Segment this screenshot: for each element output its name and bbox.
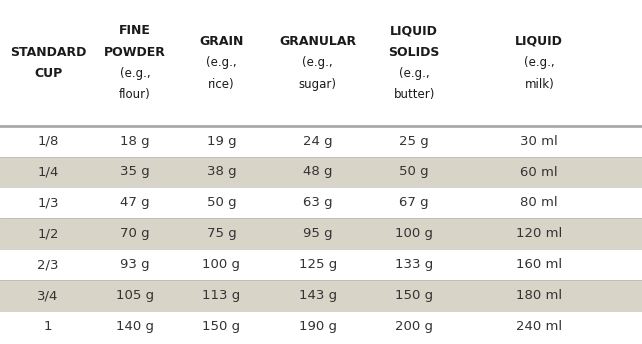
Text: rice): rice) xyxy=(208,78,235,90)
Bar xyxy=(0,280,642,311)
Text: 133 g: 133 g xyxy=(395,258,433,271)
Text: 1: 1 xyxy=(44,320,53,333)
Text: GRAIN: GRAIN xyxy=(199,35,244,48)
Text: 47 g: 47 g xyxy=(120,196,150,209)
Bar xyxy=(0,187,642,218)
Text: 240 ml: 240 ml xyxy=(516,320,562,333)
Text: 80 ml: 80 ml xyxy=(521,196,558,209)
Text: LIQUID: LIQUID xyxy=(390,24,438,37)
Text: 50 g: 50 g xyxy=(399,165,429,179)
Text: 1/3: 1/3 xyxy=(37,196,59,209)
Text: CUP: CUP xyxy=(34,67,62,80)
Text: 1/4: 1/4 xyxy=(37,165,59,179)
Bar xyxy=(0,157,642,187)
Bar xyxy=(0,249,642,280)
Text: flour): flour) xyxy=(119,88,151,101)
Text: 63 g: 63 g xyxy=(303,196,333,209)
Text: 70 g: 70 g xyxy=(120,227,150,240)
Text: 150 g: 150 g xyxy=(395,289,433,302)
Text: (e.g.,: (e.g., xyxy=(206,56,237,69)
Text: 35 g: 35 g xyxy=(120,165,150,179)
Text: 24 g: 24 g xyxy=(303,135,333,148)
Text: 1/8: 1/8 xyxy=(37,135,59,148)
Text: 75 g: 75 g xyxy=(207,227,236,240)
Text: GRANULAR: GRANULAR xyxy=(279,35,356,48)
Text: 50 g: 50 g xyxy=(207,196,236,209)
Text: (e.g.,: (e.g., xyxy=(399,67,429,80)
Text: 25 g: 25 g xyxy=(399,135,429,148)
Text: 93 g: 93 g xyxy=(120,258,150,271)
Text: 18 g: 18 g xyxy=(120,135,150,148)
Text: 143 g: 143 g xyxy=(299,289,337,302)
Text: sugar): sugar) xyxy=(299,78,337,90)
Text: 100 g: 100 g xyxy=(395,227,433,240)
Text: 30 ml: 30 ml xyxy=(521,135,558,148)
Text: 100 g: 100 g xyxy=(202,258,241,271)
Text: 180 ml: 180 ml xyxy=(516,289,562,302)
Text: 113 g: 113 g xyxy=(202,289,241,302)
Text: FINE: FINE xyxy=(119,24,151,37)
Text: 160 ml: 160 ml xyxy=(516,258,562,271)
Text: butter): butter) xyxy=(394,88,435,101)
Text: 3/4: 3/4 xyxy=(37,289,59,302)
Text: 67 g: 67 g xyxy=(399,196,429,209)
Text: (e.g.,: (e.g., xyxy=(302,56,333,69)
Text: (e.g.,: (e.g., xyxy=(119,67,150,80)
Text: SOLIDS: SOLIDS xyxy=(388,46,440,58)
Text: 125 g: 125 g xyxy=(299,258,337,271)
Text: 1/2: 1/2 xyxy=(37,227,59,240)
Text: LIQUID: LIQUID xyxy=(516,35,563,48)
Text: POWDER: POWDER xyxy=(104,46,166,58)
Text: milk): milk) xyxy=(525,78,554,90)
Text: STANDARD: STANDARD xyxy=(10,46,86,58)
Bar xyxy=(0,311,642,342)
Text: 60 ml: 60 ml xyxy=(521,165,558,179)
Text: 150 g: 150 g xyxy=(202,320,241,333)
Bar xyxy=(0,218,642,249)
Text: 38 g: 38 g xyxy=(207,165,236,179)
Text: 48 g: 48 g xyxy=(303,165,333,179)
Text: (e.g.,: (e.g., xyxy=(524,56,555,69)
Text: 2/3: 2/3 xyxy=(37,258,59,271)
Text: 19 g: 19 g xyxy=(207,135,236,148)
Text: 105 g: 105 g xyxy=(116,289,154,302)
Text: 140 g: 140 g xyxy=(116,320,154,333)
Text: 120 ml: 120 ml xyxy=(516,227,562,240)
Text: 95 g: 95 g xyxy=(303,227,333,240)
Text: 200 g: 200 g xyxy=(395,320,433,333)
Bar xyxy=(0,126,642,157)
Text: 190 g: 190 g xyxy=(299,320,337,333)
